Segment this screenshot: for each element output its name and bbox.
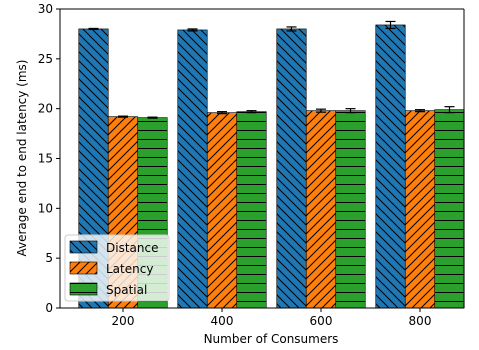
legend-label-distance: Distance	[106, 241, 158, 255]
y-tick-label: 20	[38, 102, 53, 116]
bar-hatch-spatial-800	[434, 109, 465, 309]
y-tick-label: 25	[38, 52, 53, 66]
legend-swatch-hatch-spatial	[69, 282, 98, 296]
x-tick-label: 400	[211, 314, 234, 328]
bar-hatch-latency-600	[305, 110, 337, 309]
bar-hatch-spatial-600	[335, 110, 366, 309]
y-axis-label: Average end to end latency (ms)	[15, 60, 29, 257]
legend: Distance Latency Spatial	[64, 234, 170, 302]
x-ticks: 200 400 600 800	[112, 308, 432, 328]
legend-label-spatial: Spatial	[106, 283, 147, 297]
bar-hatch-distance-400	[177, 29, 208, 309]
bar-hatch-spatial-400	[236, 111, 267, 309]
x-tick-label: 800	[409, 314, 432, 328]
bar-hatch-latency-800	[404, 110, 436, 309]
bar-hatch-distance-600	[276, 28, 307, 309]
bars-layer	[78, 24, 465, 309]
y-tick-label: 0	[45, 301, 53, 315]
y-tick-label: 15	[38, 152, 53, 166]
legend-swatch-hatch-latency	[69, 261, 98, 275]
y-tick-label: 5	[45, 251, 53, 265]
y-tick-label: 10	[38, 201, 53, 215]
x-axis-label: Number of Consumers	[204, 332, 339, 346]
bar-hatch-latency-400	[206, 112, 238, 309]
y-ticks: 0 5 10 15 20 25 30	[38, 2, 60, 315]
bar-hatch-distance-800	[375, 24, 406, 309]
error-bars-layer	[88, 20, 455, 119]
x-tick-label: 600	[310, 314, 333, 328]
y-tick-label: 30	[38, 2, 53, 16]
x-tick-label: 200	[112, 314, 135, 328]
legend-swatch-hatch-distance	[69, 240, 98, 254]
legend-label-latency: Latency	[106, 262, 153, 276]
